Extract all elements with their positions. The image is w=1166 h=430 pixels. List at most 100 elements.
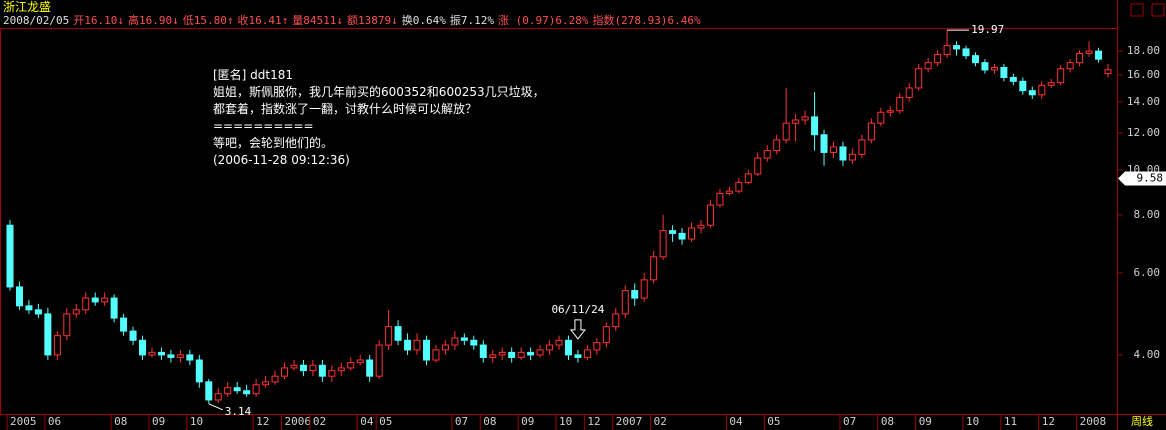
x-tick-label: 07 [455,415,468,428]
candle-body [337,367,345,372]
candle-body [725,190,733,194]
annotation-line [208,403,223,411]
candle-body [621,290,629,315]
candle-body [451,337,459,346]
candle-body [195,359,203,383]
x-tick-label: 12 [256,415,269,428]
comment: [匿名] ddt181 姐姐，斯佩服你，我几年前买的600352和600253几只… [213,67,545,169]
x-tick-label: 2006 [285,415,312,428]
candle-body [82,297,90,311]
candle-body [669,230,677,234]
candle-body [422,339,430,361]
candle-body [1095,50,1103,60]
candle-body [640,279,648,299]
quote-item: 换0.64% [401,14,446,27]
candle-body [678,232,686,240]
candle-body [517,351,525,358]
candle-body [44,313,52,356]
candle-body [896,97,904,112]
candle-body [148,351,156,356]
candle-body [811,116,819,136]
candle-body [820,134,828,153]
window-button[interactable] [1151,3,1165,17]
candle-body [1085,50,1093,54]
candle-body [536,349,544,356]
candle-body [650,256,658,281]
x-tick-label: 10 [966,415,979,428]
candle-body [309,364,317,372]
candle-body [763,150,771,159]
y-tick-label: 16.00 [1127,68,1160,81]
annotation: 3.14 [225,405,252,418]
candle-body [356,359,364,364]
candle-body [602,326,610,344]
candle-body [1104,69,1112,75]
quote-item: 高16.90↓ [127,14,179,27]
candle-body [25,305,33,311]
x-tick-label: 07 [843,415,856,428]
candle-body [858,139,866,155]
candle-body [801,116,809,121]
candle-body [1000,66,1008,78]
window-button[interactable] [1130,3,1144,17]
quote-item: 指数(278.93)6.46% [592,14,701,27]
x-tick-label: 09 [919,415,932,428]
candle-body [744,173,752,183]
candle-body [886,110,894,113]
x-tick-label: 05 [379,415,392,428]
candle-body [157,351,165,356]
x-tick-label: 09 [152,415,165,428]
candle-body [1047,82,1055,86]
quote-item: 2008/02/05 [3,14,70,27]
candle-body [782,122,790,141]
candle-body [659,230,667,258]
candle-body [91,297,99,303]
y-tick-label: 12.00 [1127,126,1160,139]
candle-body [53,335,61,356]
comment-line: [匿名] ddt181 [213,68,294,82]
quote-item: 量84511↓ [292,14,343,27]
candle-body [934,54,942,64]
marker-arrow [569,319,586,340]
candle-body [299,364,307,372]
candle-body [470,339,478,346]
candle-body [905,87,913,99]
candle-body [1057,68,1065,84]
quote-item: 振7.12% [449,14,494,27]
candle-body [460,337,468,341]
candle-body [688,227,696,240]
x-tick-label: 11 [1004,415,1017,428]
candle-body [214,393,222,401]
candle-body [830,146,837,153]
candle-body [224,387,232,395]
x-tick-label: 08 [483,415,496,428]
candle-body [479,344,487,358]
candle-body [631,290,639,299]
x-tick-label: 08 [114,415,127,428]
candle-body [735,181,743,192]
candle-body [489,354,497,358]
candle-body [120,317,128,332]
candle-body [990,66,998,71]
candle-body [716,192,724,206]
x-tick-label: 10 [190,415,203,428]
comment-line: 都套着，指数涨了一翻，讨教什么时候可以解放？ [213,102,478,116]
annotation: 19.97 [971,23,1004,36]
x-tick-label: 2007 [616,415,643,428]
candle-body [205,381,213,401]
candle-body [546,344,554,351]
candle-body [593,342,601,351]
y-tick-label: 18.00 [1127,44,1160,57]
candle-body [110,297,118,319]
candle-body [15,286,23,307]
candle-body [848,153,856,161]
y-tick-label: 4.00 [1134,348,1161,361]
candle-body [915,68,923,89]
candle-body [839,146,847,161]
candle-body [366,359,374,377]
candle-body [72,309,80,315]
candle-body [441,344,449,351]
